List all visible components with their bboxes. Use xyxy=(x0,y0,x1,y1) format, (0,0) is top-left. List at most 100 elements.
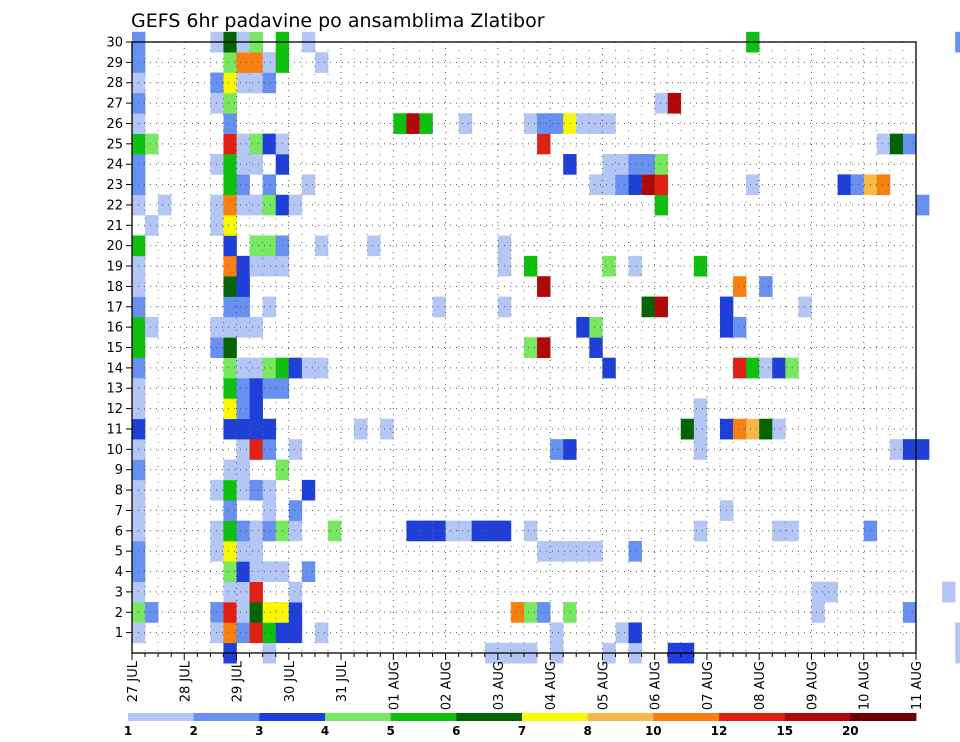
heatmap-cell xyxy=(693,439,708,460)
heatmap-cell xyxy=(759,418,773,440)
heatmap-cell xyxy=(236,154,250,175)
y-tick-label: 6 xyxy=(115,524,123,539)
heatmap-cell xyxy=(458,113,473,134)
heatmap-cell xyxy=(223,113,237,134)
heatmap-cell xyxy=(550,622,564,644)
heatmap-cell xyxy=(314,235,329,257)
heatmap-cell xyxy=(249,581,263,603)
heatmap-cell xyxy=(249,479,263,501)
y-tick-label: 26 xyxy=(106,117,123,132)
x-tick-label: 02 AUG xyxy=(440,661,455,710)
heatmap-cell xyxy=(249,133,263,155)
heatmap-cell xyxy=(262,500,277,521)
heatmap-cell xyxy=(876,174,891,196)
colorbar-segment xyxy=(128,713,195,721)
heatmap-cell xyxy=(249,316,263,338)
x-tick-label: 09 AUG xyxy=(806,661,821,710)
heatmap-cell xyxy=(262,561,277,583)
heatmap-cell xyxy=(550,439,564,460)
x-tick-label: 04 AUG xyxy=(544,661,559,710)
heatmap-cell xyxy=(288,357,303,379)
heatmap-cell xyxy=(236,276,250,297)
heatmap-cell xyxy=(484,520,499,542)
heatmap-cell xyxy=(262,174,277,196)
colorbar-segment xyxy=(522,713,589,721)
x-tick-label: 27 JUL xyxy=(126,660,141,702)
heatmap-cell xyxy=(524,337,538,358)
heatmap-cell xyxy=(314,52,329,73)
x-tick-label: 06 AUG xyxy=(649,661,664,710)
axis-ticks xyxy=(126,41,917,660)
heatmap-cell xyxy=(223,337,237,358)
heatmap-cell xyxy=(145,133,159,155)
heatmap-cell xyxy=(589,316,603,338)
heatmap-cell xyxy=(223,235,237,257)
heatmap-cell xyxy=(223,479,237,501)
heatmap-cell xyxy=(615,154,629,175)
heatmap-cells xyxy=(132,31,960,664)
colorbar-label: 20 xyxy=(842,724,859,738)
heatmap-cell xyxy=(236,540,250,562)
heatmap-cell xyxy=(145,602,159,623)
heatmap-cell xyxy=(223,92,237,114)
heatmap-cell xyxy=(262,479,277,501)
heatmap-cell xyxy=(667,92,682,114)
heatmap-cell xyxy=(262,255,277,277)
heatmap-cell xyxy=(615,174,629,196)
heatmap-cell xyxy=(432,520,446,542)
heatmap-cell xyxy=(288,602,303,623)
heatmap-cell xyxy=(249,357,263,379)
y-tick-label: 16 xyxy=(106,321,123,336)
heatmap-cell xyxy=(236,72,250,94)
heatmap-cell xyxy=(746,418,760,440)
heatmap-cell xyxy=(288,500,303,521)
heatmap-cell xyxy=(314,622,329,644)
heatmap-cell xyxy=(301,561,316,583)
heatmap-cell xyxy=(301,174,316,196)
x-tick-label: 05 AUG xyxy=(596,661,611,710)
heatmap-cell xyxy=(210,92,224,114)
y-tick-label: 9 xyxy=(115,463,123,478)
colorbar-label: 4 xyxy=(321,724,329,738)
heatmap-cell xyxy=(798,296,812,318)
heatmap-cell xyxy=(733,276,747,297)
y-tick-label: 12 xyxy=(106,402,123,417)
heatmap-cell xyxy=(589,337,603,358)
y-tick-label: 4 xyxy=(115,565,123,580)
heatmap-cell xyxy=(537,276,551,297)
heatmap-cell xyxy=(889,133,904,155)
heatmap-cell xyxy=(223,622,237,644)
heatmap-cell xyxy=(955,622,960,644)
heatmap-cell xyxy=(223,133,237,155)
y-tick-label: 11 xyxy=(106,422,123,437)
y-tick-label: 20 xyxy=(106,239,123,254)
heatmap-cell xyxy=(145,215,159,236)
colorbar-label: 6 xyxy=(452,724,460,738)
heatmap-cell xyxy=(262,418,277,440)
heatmap-cell xyxy=(262,52,277,73)
heatmap-cell xyxy=(223,520,237,542)
heatmap-cell xyxy=(210,479,224,501)
heatmap-cell xyxy=(223,561,237,583)
heatmap-cell xyxy=(589,113,603,134)
y-tick-label: 17 xyxy=(106,300,123,315)
heatmap-cell xyxy=(223,296,237,318)
heatmap-cell xyxy=(249,235,263,257)
heatmap-cell xyxy=(223,418,237,440)
heatmap-cell xyxy=(262,133,277,155)
heatmap-cell xyxy=(602,113,616,134)
plot-frame xyxy=(131,41,917,654)
heatmap-cell xyxy=(262,602,277,623)
heatmap-cell xyxy=(537,602,551,623)
heatmap-cell xyxy=(563,602,577,623)
heatmap-cell xyxy=(262,235,277,257)
y-tick-label: 5 xyxy=(115,545,123,560)
heatmap-cell xyxy=(223,174,237,196)
colorbar-segment xyxy=(325,713,392,721)
heatmap-cell xyxy=(262,378,277,399)
heatmap-cell xyxy=(288,622,303,644)
colorbar-segment xyxy=(587,713,654,721)
heatmap-cell xyxy=(537,540,551,562)
colorbar-segment xyxy=(653,713,720,721)
heatmap-cell xyxy=(223,602,237,623)
